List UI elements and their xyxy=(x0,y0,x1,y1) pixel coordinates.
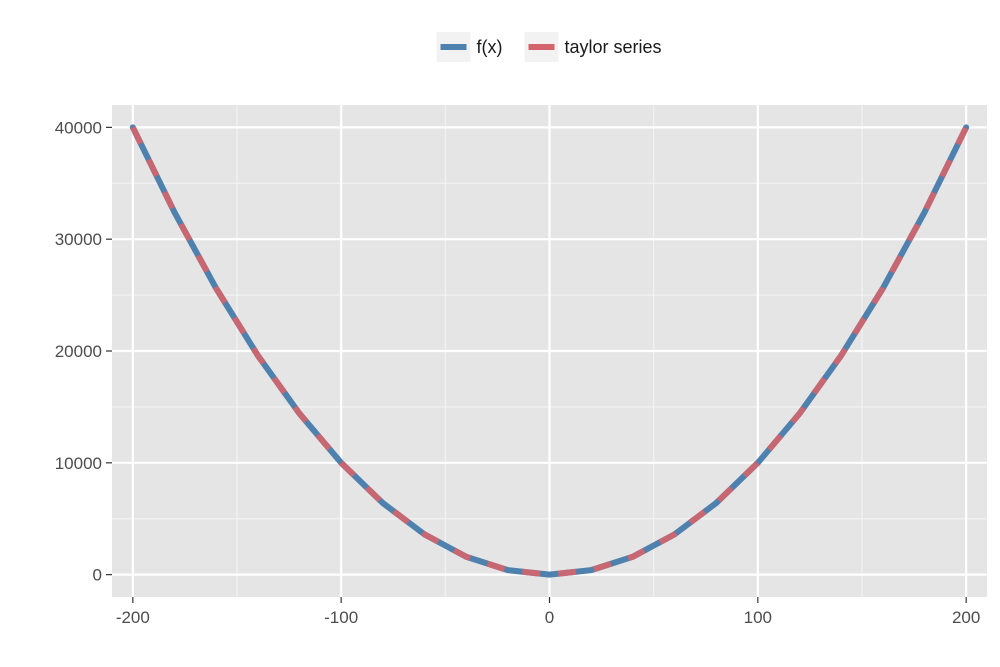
x-tick-label: 100 xyxy=(744,608,772,627)
x-tick-label: -200 xyxy=(116,608,150,627)
y-tick-label: 0 xyxy=(93,566,102,585)
x-axis: -200 -100 0 100 200 xyxy=(116,597,980,627)
x-tick-label: 0 xyxy=(545,608,554,627)
y-tick-label: 30000 xyxy=(55,230,102,249)
legend-item: taylor series xyxy=(524,32,662,62)
series-line-fx xyxy=(129,124,970,578)
series-layer xyxy=(129,124,970,578)
y-tick-label: 40000 xyxy=(55,118,102,137)
y-axis: 0 10000 20000 30000 40000 xyxy=(55,118,112,585)
legend-label: f(x) xyxy=(477,37,503,57)
x-tick-label: -100 xyxy=(324,608,358,627)
legend-item: f(x) xyxy=(436,32,503,62)
y-tick-label: 10000 xyxy=(55,454,102,473)
legend-label: taylor series xyxy=(565,37,662,57)
x-tick-label: 200 xyxy=(952,608,980,627)
y-tick-label: 20000 xyxy=(55,342,102,361)
legend: f(x) taylor series xyxy=(436,32,662,62)
